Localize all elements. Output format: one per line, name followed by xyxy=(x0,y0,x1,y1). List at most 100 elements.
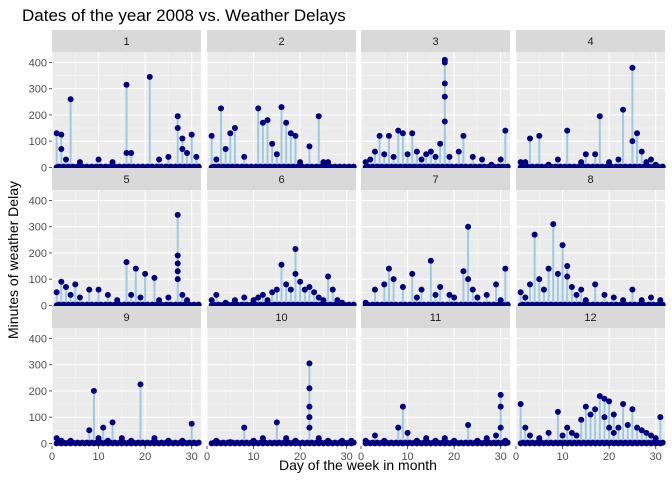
data-point xyxy=(432,291,439,298)
data-point xyxy=(582,297,589,304)
data-point xyxy=(648,432,655,439)
data-point xyxy=(526,135,533,142)
data-point xyxy=(648,294,655,301)
x-tick-label: 0 xyxy=(49,451,55,463)
x-tick-label: 10 xyxy=(247,451,259,463)
x-tick-label: 10 xyxy=(556,451,568,463)
data-point xyxy=(582,151,589,158)
data-point xyxy=(195,439,202,446)
facet-panel-10: 10 0 10 20 30 xyxy=(204,306,357,463)
y-tick-label: 0 xyxy=(41,438,47,450)
y-tick-label: 400 xyxy=(29,57,47,69)
data-point xyxy=(536,276,543,283)
data-point xyxy=(418,156,425,163)
data-point xyxy=(315,294,322,301)
data-point xyxy=(58,131,65,138)
data-point xyxy=(146,73,153,80)
data-point xyxy=(165,437,172,444)
data-point xyxy=(241,424,248,431)
data-point xyxy=(222,299,229,306)
data-point xyxy=(615,424,622,431)
data-point xyxy=(283,281,290,288)
data-point xyxy=(320,159,327,166)
data-point xyxy=(109,159,116,166)
data-point xyxy=(325,273,332,280)
data-point xyxy=(208,297,215,304)
y-tick-label: 200 xyxy=(29,248,47,260)
data-point xyxy=(596,113,603,120)
data-point xyxy=(582,403,589,410)
data-point xyxy=(213,291,220,298)
data-point xyxy=(287,286,294,293)
facet-strip xyxy=(361,306,510,328)
data-point xyxy=(329,286,336,293)
data-point xyxy=(578,159,585,166)
data-point xyxy=(564,424,571,431)
y-tick-label: 0 xyxy=(41,162,47,174)
data-point xyxy=(123,149,130,156)
data-point xyxy=(390,276,397,283)
data-point xyxy=(339,299,346,306)
data-point xyxy=(441,118,448,125)
data-point xyxy=(109,419,116,426)
data-point xyxy=(483,435,490,442)
data-point xyxy=(62,156,69,163)
data-point xyxy=(292,270,299,277)
data-point xyxy=(488,161,495,168)
data-point xyxy=(441,435,448,442)
data-point xyxy=(592,151,599,158)
facet-strip-label: 5 xyxy=(123,174,129,186)
data-point xyxy=(306,424,313,431)
data-point xyxy=(441,59,448,66)
facet-strip xyxy=(361,168,510,190)
facet-panel-2: 2 xyxy=(206,30,357,171)
data-point xyxy=(390,153,397,160)
data-point xyxy=(306,403,313,410)
data-point xyxy=(95,156,102,163)
facet-plot-area xyxy=(516,190,665,308)
data-point xyxy=(306,143,313,150)
data-point xyxy=(497,156,504,163)
facet-strip-label: 1 xyxy=(123,36,129,48)
data-point xyxy=(165,153,172,160)
data-point xyxy=(554,270,561,277)
facet-strip-label: 3 xyxy=(432,36,438,48)
data-point xyxy=(479,156,486,163)
data-point xyxy=(104,437,111,444)
data-point xyxy=(371,148,378,155)
data-point xyxy=(174,113,181,120)
facet-plot-area xyxy=(361,52,510,170)
data-point xyxy=(174,260,181,267)
data-point xyxy=(634,424,641,431)
data-point xyxy=(497,424,504,431)
data-point xyxy=(427,148,434,155)
data-point xyxy=(615,156,622,163)
data-point xyxy=(460,268,467,275)
data-point xyxy=(634,130,641,137)
facet-plot-area xyxy=(361,190,510,308)
facet-strip-label: 7 xyxy=(432,174,438,186)
data-point xyxy=(76,159,83,166)
data-point xyxy=(301,286,308,293)
data-point xyxy=(620,401,627,408)
data-point xyxy=(283,119,290,126)
data-point xyxy=(156,156,163,163)
data-point xyxy=(446,291,453,298)
data-point xyxy=(311,289,318,296)
facet-strip-label: 4 xyxy=(587,36,593,48)
x-tick-label: 10 xyxy=(401,451,413,463)
data-point xyxy=(287,130,294,137)
data-point xyxy=(610,294,617,301)
data-point xyxy=(58,437,65,444)
data-point xyxy=(451,294,458,301)
data-point xyxy=(409,270,416,277)
data-point xyxy=(273,286,280,293)
data-point xyxy=(573,432,580,439)
data-point xyxy=(371,286,378,293)
data-point xyxy=(53,289,60,296)
data-point xyxy=(137,294,144,301)
data-point xyxy=(264,117,271,124)
data-point xyxy=(573,291,580,298)
